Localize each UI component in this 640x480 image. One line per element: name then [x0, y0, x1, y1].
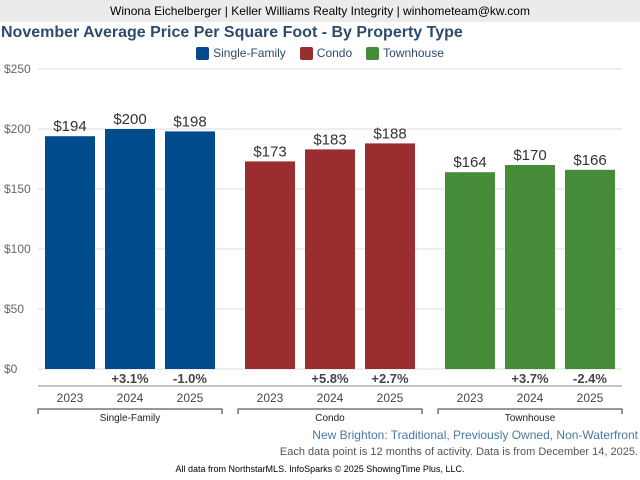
group-bracket: [37, 408, 223, 414]
legend-item-townhouse[interactable]: Townhouse: [366, 46, 444, 60]
data-label: $198: [173, 113, 206, 130]
x-tick-label: 2024: [317, 391, 344, 405]
data-note: Each data point is 12 months of activity…: [279, 446, 638, 458]
legend-item-condo[interactable]: Condo: [299, 46, 353, 60]
change-label: -2.4%: [573, 371, 607, 386]
y-tick-label: $200: [4, 122, 31, 136]
change-label: +2.7%: [371, 371, 409, 386]
group-bracket: [437, 408, 623, 414]
group-label: Single-Family: [100, 413, 161, 424]
group-label: Condo: [315, 413, 345, 424]
change-label: +3.7%: [511, 371, 549, 386]
bar: [565, 169, 615, 369]
bar: [245, 161, 295, 369]
bar: [445, 172, 495, 369]
data-label: $164: [453, 154, 486, 171]
bar: [165, 131, 215, 369]
legend-label: Condo: [316, 46, 353, 60]
bar: [45, 136, 95, 369]
data-label: $166: [573, 152, 606, 169]
x-tick-label: 2025: [377, 391, 404, 405]
y-tick-label: $50: [4, 302, 24, 316]
legend-swatch: [366, 46, 380, 60]
y-tick-label: $100: [4, 242, 31, 256]
change-label: -1.0%: [173, 371, 207, 386]
chart-title: November Average Price Per Square Foot -…: [1, 24, 463, 41]
y-tick-label: $250: [4, 62, 31, 76]
x-tick-label: 2024: [117, 391, 144, 405]
data-label: $183: [313, 131, 346, 148]
data-label: $200: [113, 111, 146, 128]
bar: [365, 143, 415, 369]
data-label: $188: [373, 125, 406, 142]
change-label: +3.1%: [111, 371, 149, 386]
bar: [505, 165, 555, 369]
x-tick-label: 2023: [57, 391, 84, 405]
y-tick-label: $0: [4, 362, 18, 376]
change-label: +5.8%: [311, 371, 349, 386]
x-tick-label: 2025: [177, 391, 204, 405]
data-label: $170: [513, 147, 546, 164]
bar: [305, 149, 355, 369]
bar: [105, 129, 155, 369]
footer: All data from NorthstarMLS. InfoSparks ©…: [175, 464, 465, 474]
chart-subtitle: New Brighton: Traditional, Previously Ow…: [312, 428, 638, 442]
legend-item-single-family[interactable]: Single-Family: [196, 46, 286, 60]
legend-swatch: [299, 46, 313, 60]
agent-header: Winona Eichelberger | Keller Williams Re…: [0, 0, 640, 22]
x-tick-label: 2024: [517, 391, 544, 405]
data-label: $194: [53, 118, 86, 135]
legend-swatch: [196, 46, 210, 60]
x-tick-label: 2025: [577, 391, 604, 405]
data-label: $173: [253, 143, 286, 160]
legend: Single-Family Condo Townhouse: [0, 46, 640, 60]
y-tick-label: $150: [4, 182, 31, 196]
group-label: Townhouse: [505, 413, 556, 424]
x-tick-label: 2023: [457, 391, 484, 405]
x-tick-label: 2023: [257, 391, 284, 405]
legend-label: Single-Family: [213, 46, 286, 60]
legend-label: Townhouse: [383, 46, 444, 60]
group-bracket: [237, 408, 423, 414]
